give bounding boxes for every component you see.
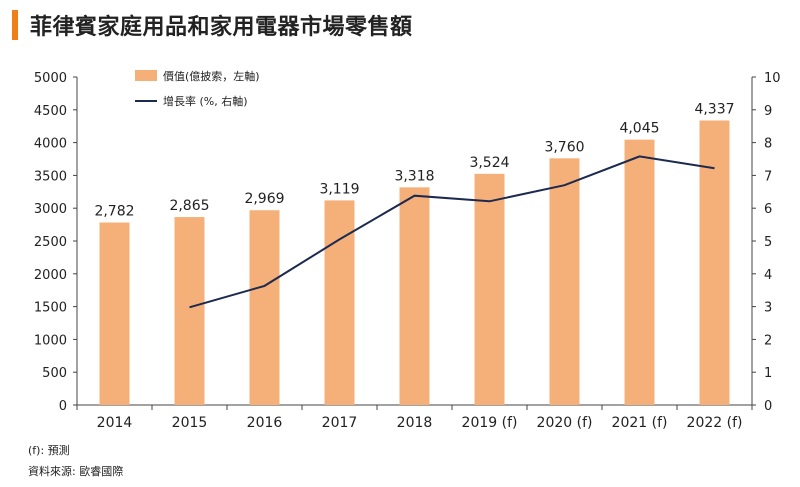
x-tick-label: 2015 (172, 415, 208, 431)
bar (174, 217, 205, 405)
x-tick-label: 2021 (f) (612, 415, 668, 431)
footnote-source: 資料來源: 歐睿國際 (28, 465, 124, 478)
left-tick-label: 1500 (34, 301, 67, 316)
left-tick-label: 4000 (34, 137, 67, 152)
bar (99, 222, 130, 405)
x-tick-label: 2014 (97, 415, 133, 431)
right-tick-label: 7 (764, 169, 772, 184)
x-tick-label: 2020 (f) (537, 415, 593, 431)
bar (624, 139, 655, 405)
title-bar: 菲律賓家庭用品和家用電器市場零售額 (12, 10, 413, 40)
bar-data-label: 4,337 (694, 101, 734, 117)
legend-label-bar: 價值(億披索，左軸) (163, 69, 260, 83)
x-tick-label: 2019 (f) (462, 415, 518, 431)
left-tick-label: 2000 (34, 268, 67, 283)
left-tick-label: 5000 (34, 71, 67, 86)
right-tick-label: 10 (764, 71, 781, 86)
bar-data-label: 2,969 (244, 191, 284, 207)
x-tick-label: 2018 (397, 415, 433, 431)
growth-rate-line (189, 155, 715, 309)
x-tick-label: 2016 (247, 415, 283, 431)
bar (549, 158, 580, 405)
right-tick-label: 1 (764, 366, 772, 381)
left-tick-label: 3000 (34, 202, 67, 217)
right-tick-label: 6 (764, 202, 772, 217)
legend-label-line: 增長率 (%, 右軸) (163, 94, 248, 108)
x-tick-label: 2022 (f) (687, 415, 743, 431)
bar (324, 200, 355, 405)
left-tick-label: 2500 (34, 235, 67, 250)
right-tick-label: 3 (764, 301, 772, 316)
right-tick-label: 5 (764, 235, 772, 250)
right-tick-label: 4 (764, 268, 772, 283)
footnote-forecast: (f): 預測 (28, 444, 70, 457)
right-tick-label: 0 (764, 399, 772, 414)
legend-swatch-bar (135, 70, 157, 81)
bar (249, 210, 280, 405)
bar-data-label: 3,119 (319, 181, 359, 197)
right-tick-label: 9 (764, 104, 772, 119)
bar (474, 173, 505, 405)
left-tick-label: 0 (59, 399, 67, 414)
right-tick-label: 8 (764, 137, 772, 152)
x-tick-label: 2017 (322, 415, 358, 431)
left-tick-label: 3500 (34, 169, 67, 184)
bar-data-label: 2,865 (169, 198, 209, 214)
right-tick-label: 2 (764, 333, 772, 348)
chart-title: 菲律賓家庭用品和家用電器市場零售額 (30, 15, 413, 40)
bar-data-label: 3,760 (544, 139, 584, 155)
left-tick-label: 500 (42, 366, 67, 381)
bar-data-label: 3,524 (469, 155, 509, 171)
left-tick-label: 1000 (34, 333, 67, 348)
left-tick-label: 4500 (34, 104, 67, 119)
bar (699, 120, 730, 405)
bar-data-label: 2,782 (94, 204, 134, 220)
bar (399, 187, 430, 405)
bar-data-label: 3,318 (394, 168, 434, 184)
bar-data-label: 4,045 (619, 121, 659, 137)
title-accent-bar (12, 10, 18, 40)
